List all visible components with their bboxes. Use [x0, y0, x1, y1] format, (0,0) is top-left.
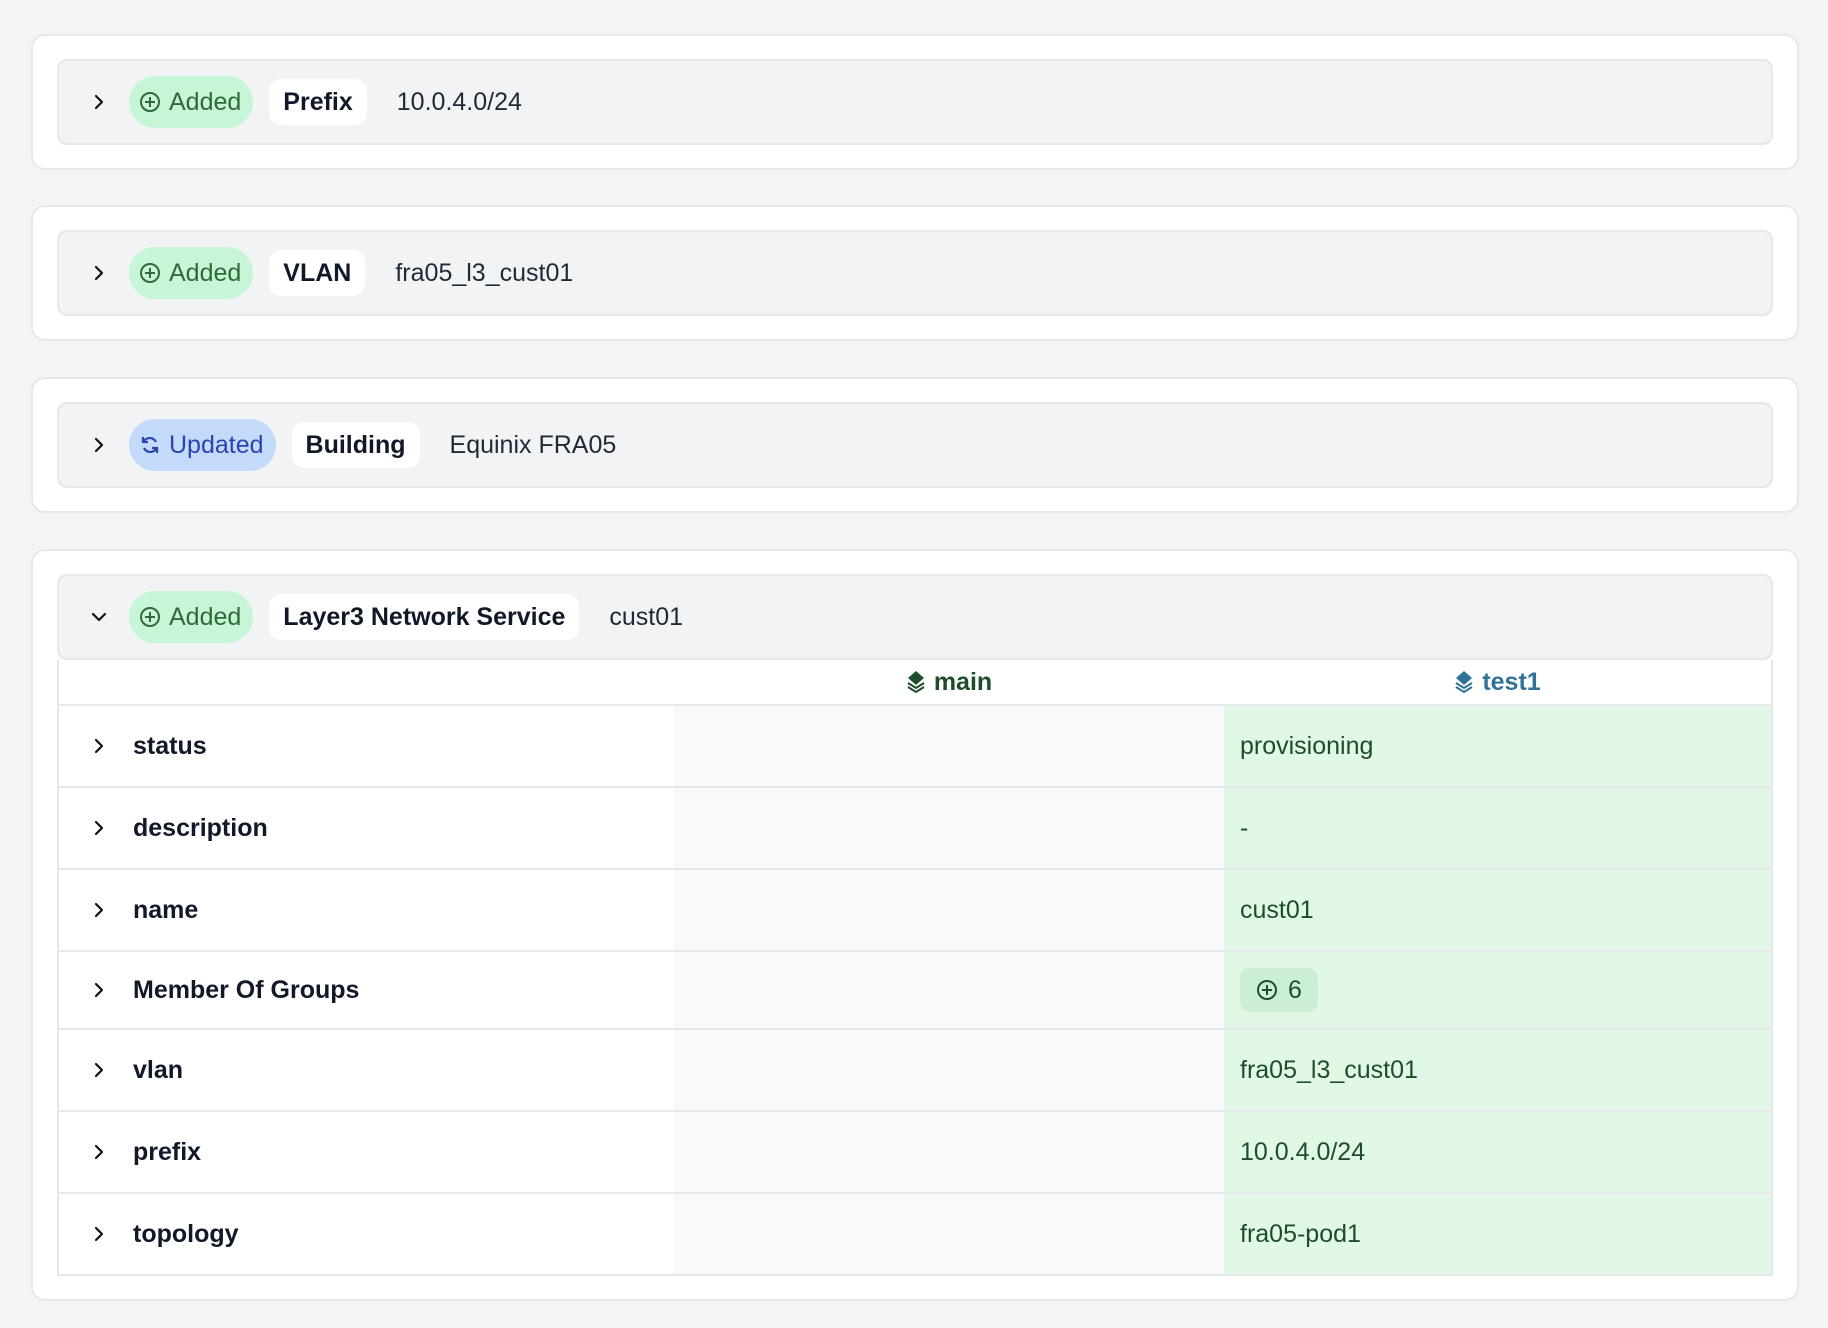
diff-row[interactable]: topology fra05-pod1 — [59, 1194, 1771, 1276]
change-card: Updated Building Equinix FRA05 — [31, 377, 1799, 513]
circle-plus-icon — [1256, 979, 1278, 1001]
test1-value: provisioning — [1224, 706, 1771, 786]
object-name: fra05_l3_cust01 — [395, 258, 574, 287]
attribute-label: prefix — [133, 1137, 202, 1166]
test1-value: 6 — [1224, 952, 1771, 1028]
attribute-label: Member Of Groups — [133, 975, 360, 1004]
diff-row[interactable]: status provisioning — [59, 706, 1771, 788]
diff-table: main test1 status provisioning descripti… — [57, 660, 1773, 1276]
branch-main: main — [674, 660, 1224, 704]
main-value — [674, 1112, 1224, 1192]
branch-test1: test1 — [1224, 660, 1771, 704]
chevron-right-icon[interactable] — [81, 810, 117, 846]
chevron-right-icon[interactable] — [81, 972, 117, 1008]
chevron-right-icon[interactable] — [81, 1216, 117, 1252]
circle-plus-icon — [139, 262, 161, 284]
status-badge: Added — [129, 591, 254, 643]
layers-icon — [906, 670, 926, 694]
main-value — [674, 1194, 1224, 1274]
circle-plus-icon — [139, 91, 161, 113]
status-label: Updated — [169, 430, 264, 459]
object-name: 10.0.4.0/24 — [396, 87, 522, 116]
main-value — [674, 706, 1224, 786]
refresh-icon — [139, 434, 161, 456]
change-header[interactable]: Updated Building Equinix FRA05 — [57, 402, 1773, 488]
diff-row[interactable]: vlan fra05_l3_cust01 — [59, 1030, 1771, 1112]
test1-value: fra05-pod1 — [1224, 1194, 1771, 1274]
change-header[interactable]: Added Layer3 Network Service cust01 — [57, 574, 1773, 660]
object-name: Equinix FRA05 — [449, 430, 617, 459]
test1-value: 10.0.4.0/24 — [1224, 1112, 1771, 1192]
added-count-badge[interactable]: 6 — [1240, 968, 1318, 1012]
diff-row[interactable]: description - — [59, 788, 1771, 870]
attribute-label: description — [133, 813, 268, 842]
chevron-right-icon[interactable] — [81, 1134, 117, 1170]
change-card: Added VLAN fra05_l3_cust01 — [31, 205, 1799, 341]
status-label: Added — [169, 602, 242, 631]
diff-row[interactable]: name cust01 — [59, 870, 1771, 952]
status-badge: Added — [129, 247, 254, 299]
object-kind: Prefix — [269, 79, 367, 125]
object-name: cust01 — [609, 602, 684, 631]
chevron-right-icon[interactable] — [81, 728, 117, 764]
attribute-label: topology — [133, 1219, 239, 1248]
attribute-label: status — [133, 731, 207, 760]
main-value — [674, 1030, 1224, 1110]
change-header[interactable]: Added Prefix 10.0.4.0/24 — [57, 59, 1773, 145]
object-kind: Building — [291, 422, 420, 468]
chevron-right-icon[interactable] — [81, 892, 117, 928]
change-card: Added Layer3 Network Service cust01 main… — [31, 549, 1799, 1301]
test1-value: - — [1224, 788, 1771, 868]
test1-value: cust01 — [1224, 870, 1771, 950]
diff-row[interactable]: prefix 10.0.4.0/24 — [59, 1112, 1771, 1194]
change-card: Added Prefix 10.0.4.0/24 — [31, 34, 1799, 170]
attribute-label: name — [133, 895, 199, 924]
status-badge: Updated — [129, 419, 276, 471]
status-label: Added — [169, 258, 242, 287]
chevron-right-icon[interactable] — [81, 84, 117, 120]
chevron-right-icon[interactable] — [81, 1052, 117, 1088]
diff-column-header: main test1 — [59, 660, 1771, 706]
main-value — [674, 952, 1224, 1028]
chevron-right-icon[interactable] — [81, 255, 117, 291]
object-kind: VLAN — [269, 250, 366, 296]
main-value — [674, 870, 1224, 950]
circle-plus-icon — [139, 606, 161, 628]
layers-icon — [1454, 670, 1474, 694]
test1-value: fra05_l3_cust01 — [1224, 1030, 1771, 1110]
diff-row[interactable]: Member Of Groups 6 — [59, 952, 1771, 1030]
chevron-down-icon[interactable] — [81, 599, 117, 635]
object-kind: Layer3 Network Service — [269, 594, 580, 640]
chevron-right-icon[interactable] — [81, 427, 117, 463]
main-value — [674, 788, 1224, 868]
status-badge: Added — [129, 76, 254, 128]
status-label: Added — [169, 87, 242, 116]
attribute-label: vlan — [133, 1055, 184, 1084]
change-header[interactable]: Added VLAN fra05_l3_cust01 — [57, 230, 1773, 316]
